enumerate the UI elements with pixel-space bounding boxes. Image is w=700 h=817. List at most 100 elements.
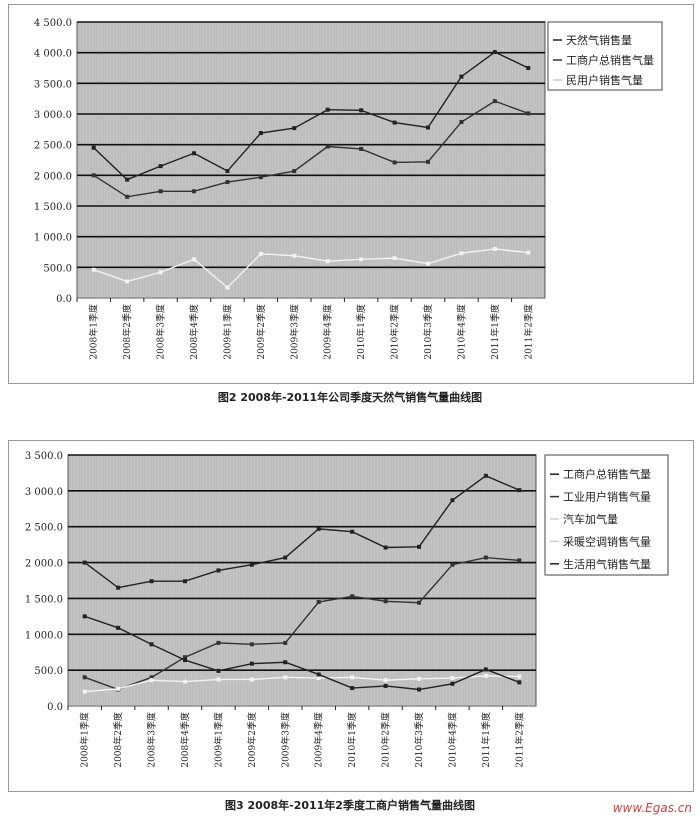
- data-point: [249, 677, 254, 682]
- data-point: [82, 560, 87, 565]
- x-tick-label: 2009年2季度: [255, 304, 267, 360]
- y-tick-label: 0.0: [47, 702, 63, 713]
- x-tick-label: 2010年1季度: [355, 304, 367, 360]
- x-tick-label: 2008年1季度: [79, 712, 91, 768]
- series-line-0: [93, 51, 529, 181]
- x-tick-label: 2010年2季度: [389, 304, 401, 360]
- data-point: [450, 676, 455, 681]
- data-point: [316, 600, 321, 605]
- data-point: [359, 108, 364, 113]
- series-line-1: [93, 100, 529, 198]
- data-point: [158, 164, 163, 169]
- data-point: [292, 169, 297, 174]
- data-point: [82, 614, 87, 619]
- data-point: [426, 159, 430, 164]
- data-point: [492, 50, 497, 55]
- data-point: [383, 678, 388, 683]
- y-tick-label: 3 000.0: [34, 110, 72, 121]
- chart1-caption: 图2 2008年-2011年公司季度天然气销售气量曲线图: [217, 391, 483, 404]
- data-point: [392, 120, 397, 125]
- data-point: [483, 473, 488, 478]
- x-tick-label: 2008年2季度: [121, 304, 133, 360]
- data-point: [526, 66, 531, 70]
- data-point: [149, 675, 154, 680]
- chart1-frame: [8, 4, 694, 384]
- legend-label: 采暖空调销售气量: [563, 534, 651, 548]
- data-point: [359, 257, 364, 262]
- data-point: [283, 660, 288, 665]
- x-tick-label: 2009年1季度: [212, 712, 224, 768]
- data-point: [183, 658, 187, 663]
- data-point: [292, 253, 297, 258]
- data-point: [450, 562, 455, 567]
- data-point: [383, 545, 388, 550]
- y-tick-label: 2 000.0: [34, 171, 72, 182]
- data-point: [82, 675, 87, 680]
- legend-label: 生活用气销售气量: [563, 557, 651, 571]
- data-point: [359, 146, 364, 151]
- data-point: [459, 251, 464, 256]
- y-tick-label: 3 000.0: [25, 487, 63, 498]
- x-tick-label: 2010年3季度: [413, 712, 425, 768]
- y-tick-label: 0.0: [56, 294, 72, 305]
- legend-label: 民用户销售气量: [566, 73, 643, 87]
- data-point: [383, 599, 388, 604]
- data-point: [158, 270, 163, 275]
- chart2-caption: 图3 2008年-2011年2季度工商户销售气量曲线图: [225, 799, 475, 812]
- data-point: [149, 642, 154, 647]
- data-point: [149, 579, 154, 584]
- y-tick-label: 500.0: [34, 666, 63, 677]
- x-tick-label: 2009年4季度: [313, 712, 325, 768]
- data-point: [225, 180, 230, 185]
- legend-box: [547, 21, 663, 91]
- data-point: [82, 689, 87, 694]
- y-tick-label: 4 000.0: [34, 49, 72, 60]
- data-point: [249, 562, 254, 567]
- legend-label: 工商户总销售气量: [563, 467, 651, 481]
- data-point: [116, 686, 121, 691]
- data-point: [292, 126, 297, 131]
- data-point: [216, 668, 221, 673]
- data-point: [325, 107, 330, 112]
- data-point: [125, 177, 130, 182]
- data-point: [325, 259, 330, 264]
- data-point: [116, 585, 121, 590]
- data-point: [158, 189, 163, 194]
- y-tick-label: 1 000.0: [34, 233, 72, 244]
- x-tick-label: 2010年4季度: [455, 304, 467, 360]
- legend-box: [544, 454, 669, 576]
- data-point: [249, 642, 254, 647]
- data-point: [183, 679, 187, 684]
- data-point: [483, 667, 488, 672]
- chart2-frame: [8, 440, 694, 792]
- data-point: [350, 594, 355, 599]
- data-point: [192, 151, 196, 156]
- legend-label: 工商户总销售气量: [566, 53, 654, 67]
- data-point: [149, 678, 154, 683]
- y-tick-label: 2 500.0: [25, 523, 63, 534]
- x-tick-label: 2011年2季度: [522, 304, 534, 360]
- x-tick-label: 2010年4季度: [446, 712, 458, 768]
- data-point: [258, 251, 263, 256]
- y-tick-label: 1 500.0: [25, 594, 63, 605]
- data-point: [492, 99, 497, 104]
- data-point: [183, 579, 187, 584]
- x-tick-label: 2011年1季度: [489, 304, 501, 360]
- data-point: [258, 131, 263, 136]
- data-point: [517, 488, 522, 493]
- data-point: [225, 169, 230, 174]
- data-point: [517, 674, 522, 679]
- x-tick-label: 2008年4季度: [188, 304, 200, 360]
- data-point: [450, 498, 455, 503]
- data-point: [316, 676, 321, 681]
- data-point: [483, 555, 488, 560]
- x-tick-label: 2008年4季度: [179, 712, 191, 768]
- x-tick-label: 2009年4季度: [322, 304, 334, 360]
- data-point: [417, 676, 421, 681]
- data-point: [417, 687, 421, 692]
- data-point: [116, 625, 121, 630]
- data-point: [483, 673, 488, 678]
- y-tick-label: 3 500.0: [25, 451, 63, 462]
- data-point: [392, 160, 397, 165]
